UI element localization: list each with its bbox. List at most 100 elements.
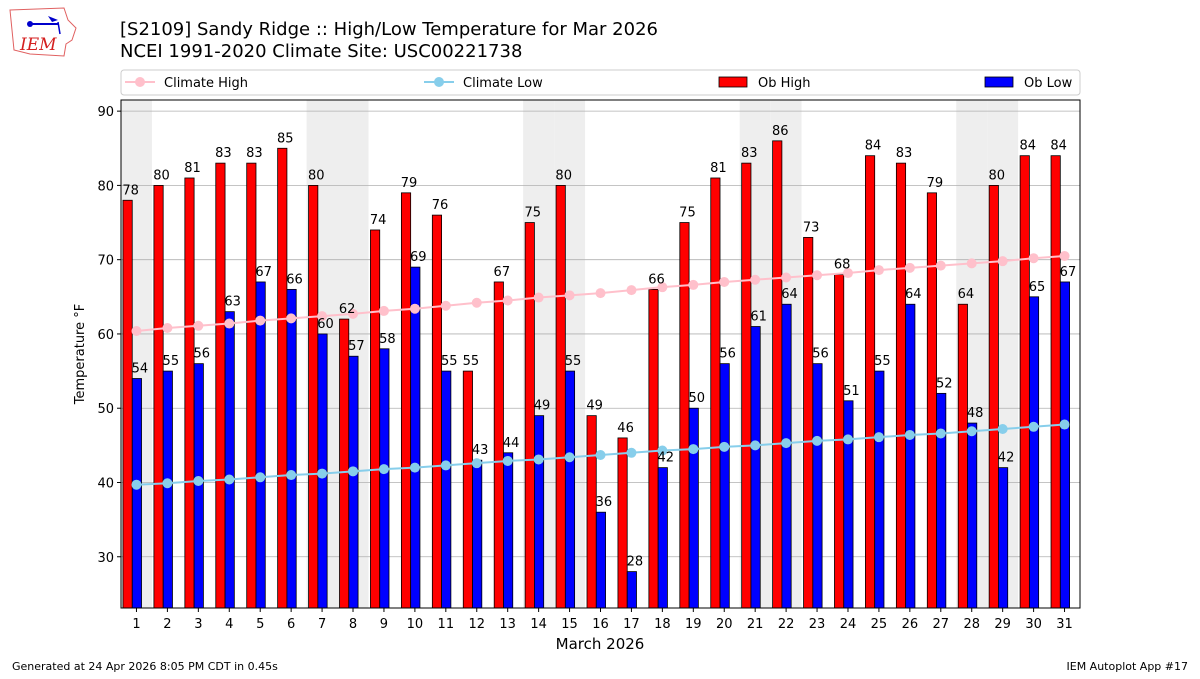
ob-high-label: 68 (834, 258, 851, 273)
ob-low-label: 63 (224, 295, 241, 310)
ob-low-bar (534, 415, 545, 609)
ob-high-bar (277, 147, 288, 609)
ob-low-label: 58 (379, 332, 396, 347)
ob-high-label: 75 (524, 206, 541, 221)
ob-low-bar (503, 452, 514, 609)
ob-low-label: 61 (750, 310, 767, 325)
climate-high-point (812, 270, 823, 281)
climate-low-point (842, 434, 853, 445)
ob-low-label: 50 (688, 391, 705, 406)
ob-low-bar (781, 303, 792, 609)
ob-high-bar (524, 222, 535, 609)
ob-low-label: 65 (1029, 280, 1046, 295)
y-tick-label: 50 (97, 402, 114, 417)
ob-low-label: 52 (936, 376, 953, 391)
ob-high-label: 78 (122, 183, 139, 198)
ob-low-bar (626, 571, 637, 609)
ob-low-label: 55 (565, 354, 582, 369)
climate-high-point (1028, 253, 1039, 264)
ob-high-bar (895, 162, 907, 609)
ob-high-label: 75 (679, 206, 696, 221)
x-tick-label: 9 (380, 617, 388, 632)
climate-high-point (162, 323, 173, 334)
climate-low-point (131, 479, 142, 490)
climate-high-point (904, 262, 915, 273)
ob-high-bar (462, 370, 473, 609)
ob-low-bar (379, 348, 390, 609)
ob-low-bar (998, 467, 1009, 609)
climate-low-point (781, 438, 792, 449)
climate-low-point (657, 445, 668, 456)
climate-low-point (688, 444, 699, 455)
ob-high-bar (246, 162, 257, 609)
ob-low-label: 69 (410, 250, 427, 265)
ob-low-label: 55 (441, 354, 458, 369)
logo-text: IEM (19, 35, 57, 55)
climate-low-point (873, 432, 884, 443)
ob-high-bar (834, 274, 845, 609)
ob-low-bar (1028, 296, 1040, 609)
ob-high-bar (184, 177, 195, 609)
ob-low-bar (688, 407, 699, 609)
ob-high-label: 81 (184, 161, 201, 176)
ob-low-bar (657, 467, 668, 609)
y-tick-label: 60 (97, 328, 114, 343)
climate-low-point (255, 472, 266, 483)
ob-low-label: 57 (348, 339, 365, 354)
x-tick-label: 12 (468, 617, 485, 632)
climate-low-point (348, 466, 359, 477)
ob-low-bar (286, 288, 297, 609)
ob-low-label: 56 (193, 347, 210, 362)
climate-high-point (471, 297, 482, 308)
ob-high-bar (803, 236, 814, 609)
climate-high-point (935, 260, 946, 271)
ob-low-bar (874, 370, 885, 609)
ob-low-label: 66 (286, 272, 303, 287)
ob-low-label: 48 (967, 406, 984, 421)
x-tick-label: 31 (1056, 617, 1073, 632)
ob-high-label: 83 (741, 146, 758, 161)
ob-high-label: 73 (803, 220, 820, 235)
climate-low-point (286, 470, 297, 481)
x-tick-label: 8 (349, 617, 357, 632)
climate-high-point (317, 311, 328, 322)
y-tick-label: 40 (97, 476, 114, 491)
ob-high-label: 74 (370, 213, 387, 228)
x-tick-label: 25 (871, 617, 888, 632)
climate-high-point (719, 276, 730, 287)
x-tick-label: 23 (809, 617, 826, 632)
x-tick-label: 26 (902, 617, 919, 632)
ob-high-bar (679, 222, 690, 609)
climate-high-point (533, 292, 544, 303)
ob-high-label: 85 (277, 131, 294, 146)
climate-low-point (533, 454, 544, 465)
x-tick-label: 28 (963, 617, 980, 632)
ob-high-bar (741, 162, 752, 609)
climate-high-point (286, 313, 297, 324)
y-tick-label: 80 (97, 179, 114, 194)
climate-low-point (193, 476, 204, 486)
climate-high-point (626, 285, 637, 296)
ob-high-bar (339, 318, 350, 609)
ob-high-bar (865, 155, 876, 609)
ob-high-bar (215, 162, 226, 609)
x-tick-label: 17 (623, 617, 640, 632)
legend: Climate High Climate Low Ob High Ob Low (120, 69, 1081, 96)
ob-low-bar (348, 355, 359, 609)
climate-high-point (409, 303, 420, 314)
ob-high-label: 80 (153, 168, 170, 183)
climate-low-point (471, 458, 482, 469)
ob-low-bar (224, 311, 235, 609)
climate-high-point (750, 274, 761, 285)
x-axis-label: March 2026 (556, 635, 645, 653)
climate-low-point (162, 478, 173, 489)
climate-low-point (440, 460, 451, 471)
chart-title-line2: NCEI 1991-2020 Climate Site: USC00221738 (120, 41, 522, 62)
climate-low-point (595, 450, 606, 461)
climate-high-point (966, 258, 977, 269)
ob-low-bar (905, 303, 916, 609)
climate-high-point (255, 315, 266, 326)
climate-low-point (626, 447, 637, 458)
climate-high-point (873, 265, 884, 276)
